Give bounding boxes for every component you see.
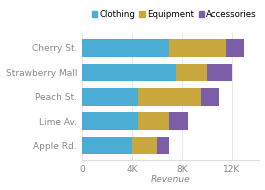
Bar <box>82 39 169 57</box>
Bar <box>157 137 169 154</box>
X-axis label: Revenue: Revenue <box>151 175 191 184</box>
Bar <box>207 64 232 81</box>
Bar <box>169 112 188 130</box>
Bar <box>201 88 219 106</box>
Bar <box>226 39 244 57</box>
Bar <box>138 88 201 106</box>
Bar <box>169 39 226 57</box>
Bar <box>132 137 157 154</box>
Bar <box>176 64 207 81</box>
Legend: Clothing, Equipment, Accessories: Clothing, Equipment, Accessories <box>91 10 257 19</box>
Bar <box>82 112 138 130</box>
Bar <box>82 88 138 106</box>
Bar <box>82 137 132 154</box>
Bar <box>138 112 169 130</box>
Bar <box>82 64 176 81</box>
